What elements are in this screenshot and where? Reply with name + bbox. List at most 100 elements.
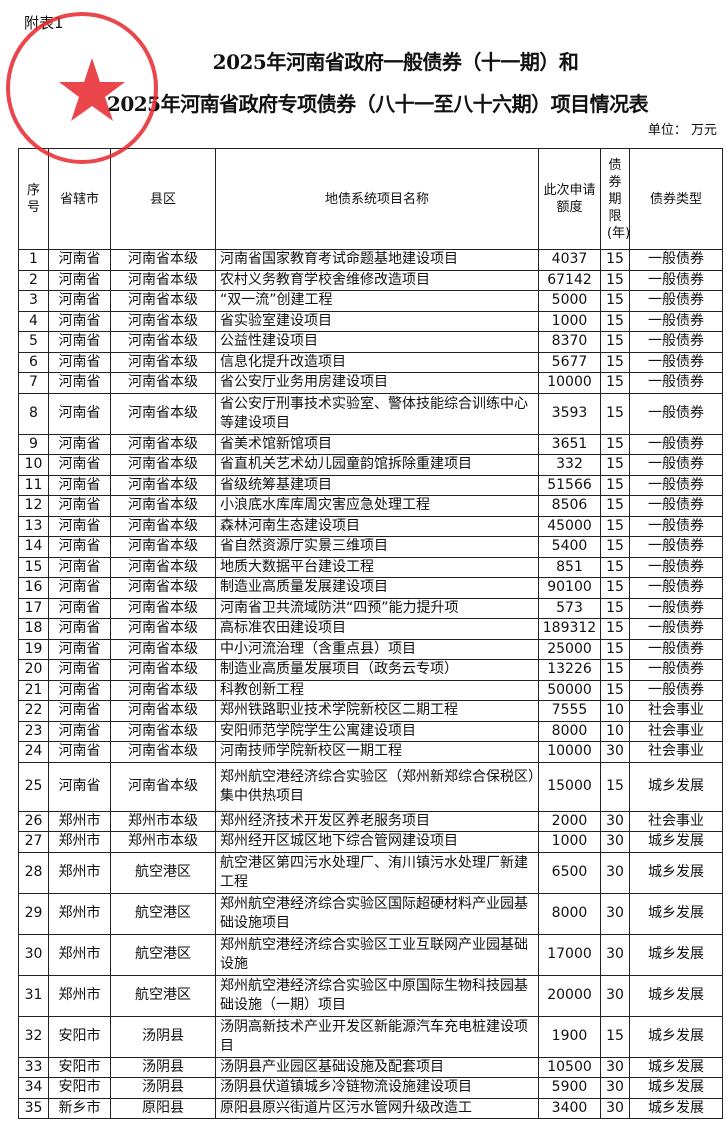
row-county: 汤阴县 bbox=[110, 1056, 216, 1078]
row-index: 28 bbox=[18, 851, 49, 894]
row-term: 15 bbox=[600, 392, 630, 435]
table-row: 7 河南省 河南省本级 省公安厅业务用房建设项目 10000 15 一般债券 bbox=[18, 372, 723, 394]
row-bond-type: 社会事业 bbox=[629, 720, 723, 742]
row-term: 15 bbox=[600, 331, 630, 353]
row-amount: 189312 bbox=[538, 618, 601, 640]
table-row: 23 河南省 河南省本级 安阳师范学院学生公寓建设项目 8000 10 社会事业 bbox=[18, 720, 723, 742]
row-index: 30 bbox=[18, 933, 49, 976]
row-term: 15 bbox=[600, 351, 630, 373]
row-index: 19 bbox=[18, 638, 49, 660]
row-amount: 332 bbox=[538, 454, 601, 476]
table-row: 18 河南省 河南省本级 高标准农田建设项目 189312 15 一般债券 bbox=[18, 618, 723, 640]
row-county: 航空港区 bbox=[110, 892, 216, 935]
row-county: 河南省本级 bbox=[110, 577, 216, 599]
row-term: 30 bbox=[600, 831, 630, 853]
row-index: 5 bbox=[18, 331, 49, 353]
row-city: 郑州市 bbox=[48, 810, 111, 832]
row-term: 30 bbox=[600, 1097, 630, 1119]
row-project-name: 省直机关艺术幼儿园童韵馆拆除重建项目 bbox=[215, 454, 539, 476]
row-amount: 10000 bbox=[538, 741, 601, 763]
row-bond-type: 一般债券 bbox=[629, 515, 723, 537]
row-term: 30 bbox=[600, 1077, 630, 1099]
row-project-name: 小浪底水库库周灾害应急处理工程 bbox=[215, 495, 539, 517]
row-county: 河南省本级 bbox=[110, 269, 216, 291]
row-city: 河南省 bbox=[48, 741, 111, 763]
table-row: 27 郑州市 郑州市本级 郑州经开区城区地下综合管网建设项目 1000 30 城乡发展 bbox=[18, 831, 723, 853]
row-index: 35 bbox=[18, 1097, 49, 1119]
row-index: 12 bbox=[18, 495, 49, 517]
row-bond-type: 城乡发展 bbox=[629, 933, 723, 976]
table-row: 17 河南省 河南省本级 河南省卫共流域防洪“四预”能力提升项 573 15 一般债券 bbox=[18, 597, 723, 619]
row-project-name: 郑州经开区城区地下综合管网建设项目 bbox=[215, 831, 539, 853]
table-row: 5 河南省 河南省本级 公益性建设项目 8370 15 一般债券 bbox=[18, 331, 723, 353]
row-index: 15 bbox=[18, 556, 49, 578]
row-bond-type: 城乡发展 bbox=[629, 851, 723, 894]
row-amount: 5400 bbox=[538, 536, 601, 558]
row-term: 15 bbox=[600, 249, 630, 271]
row-bond-type: 一般债券 bbox=[629, 474, 723, 496]
row-city: 河南省 bbox=[48, 372, 111, 394]
row-project-name: “双一流”创建工程 bbox=[215, 290, 539, 312]
row-bond-type: 城乡发展 bbox=[629, 1056, 723, 1078]
row-project-name: 河南省国家教育考试命题基地建设项目 bbox=[215, 249, 539, 271]
row-term: 10 bbox=[600, 700, 630, 722]
row-county: 河南省本级 bbox=[110, 433, 216, 455]
row-bond-type: 社会事业 bbox=[629, 700, 723, 722]
row-city: 郑州市 bbox=[48, 933, 111, 976]
row-city: 河南省 bbox=[48, 433, 111, 455]
row-county: 河南省本级 bbox=[110, 659, 216, 681]
table-row: 30 郑州市 航空港区 郑州航空港经济综合实验区工业互联网产业园基础设施 17000 30… bbox=[18, 933, 723, 976]
row-term: 30 bbox=[600, 851, 630, 894]
row-project-name: 汤阴高新技术产业开发区新能源汽车充电桩建设项目 bbox=[215, 1015, 539, 1058]
row-index: 10 bbox=[18, 454, 49, 476]
row-index: 3 bbox=[18, 290, 49, 312]
row-term: 30 bbox=[600, 892, 630, 935]
row-amount: 8000 bbox=[538, 892, 601, 935]
col-header-term: 债券期限(年) bbox=[600, 148, 630, 250]
row-index: 31 bbox=[18, 974, 49, 1017]
col-header-amount: 此次申请额度 bbox=[538, 148, 601, 250]
row-city: 安阳市 bbox=[48, 1077, 111, 1099]
table-row: 31 郑州市 航空港区 郑州航空港经济综合实验区中原国际生物科技园基础设施（一期）项目… bbox=[18, 974, 723, 1017]
row-index: 24 bbox=[18, 741, 49, 763]
row-county: 航空港区 bbox=[110, 851, 216, 894]
row-term: 30 bbox=[600, 1056, 630, 1078]
row-project-name: 郑州铁路职业技术学院新校区二期工程 bbox=[215, 700, 539, 722]
col-header-county: 县区 bbox=[110, 148, 216, 250]
row-term: 30 bbox=[600, 741, 630, 763]
row-term: 15 bbox=[600, 597, 630, 619]
row-amount: 1900 bbox=[538, 1015, 601, 1058]
row-amount: 8000 bbox=[538, 720, 601, 742]
row-index: 26 bbox=[18, 810, 49, 832]
row-project-name: 地质大数据平台建设工程 bbox=[215, 556, 539, 578]
row-amount: 15000 bbox=[538, 761, 601, 812]
row-project-name: 科教创新工程 bbox=[215, 679, 539, 701]
row-county: 河南省本级 bbox=[110, 372, 216, 394]
col-header-index: 序号 bbox=[18, 148, 49, 250]
row-bond-type: 城乡发展 bbox=[629, 892, 723, 935]
row-amount: 4037 bbox=[538, 249, 601, 271]
row-index: 21 bbox=[18, 679, 49, 701]
row-bond-type: 城乡发展 bbox=[629, 1097, 723, 1119]
row-index: 33 bbox=[18, 1056, 49, 1078]
row-city: 河南省 bbox=[48, 290, 111, 312]
row-amount: 3400 bbox=[538, 1097, 601, 1119]
row-bond-type: 一般债券 bbox=[629, 392, 723, 435]
row-city: 郑州市 bbox=[48, 831, 111, 853]
row-project-name: 航空港区第四污水处理厂、洧川镇污水处理厂新建工程 bbox=[215, 851, 539, 894]
row-index: 2 bbox=[18, 269, 49, 291]
row-index: 22 bbox=[18, 700, 49, 722]
table-row: 8 河南省 河南省本级 省公安厅刑事技术实验室、警体技能综合训练中心等建设项目 3593… bbox=[18, 392, 723, 435]
table-row: 22 河南省 河南省本级 郑州铁路职业技术学院新校区二期工程 7555 10 社会事业 bbox=[18, 700, 723, 722]
row-term: 10 bbox=[600, 720, 630, 742]
row-city: 河南省 bbox=[48, 454, 111, 476]
row-amount: 17000 bbox=[538, 933, 601, 976]
row-city: 安阳市 bbox=[48, 1056, 111, 1078]
row-amount: 8370 bbox=[538, 331, 601, 353]
project-table: 序号 省辖市 县区 地债系统项目名称 此次申请额度 债券期限(年) 债券类型 1… bbox=[18, 148, 723, 1119]
row-county: 河南省本级 bbox=[110, 249, 216, 271]
row-city: 郑州市 bbox=[48, 892, 111, 935]
table-row: 3 河南省 河南省本级 “双一流”创建工程 5000 15 一般债券 bbox=[18, 290, 723, 312]
row-amount: 5000 bbox=[538, 290, 601, 312]
row-project-name: 郑州航空港经济综合实验区国际超硬材料产业园基础设施项目 bbox=[215, 892, 539, 935]
